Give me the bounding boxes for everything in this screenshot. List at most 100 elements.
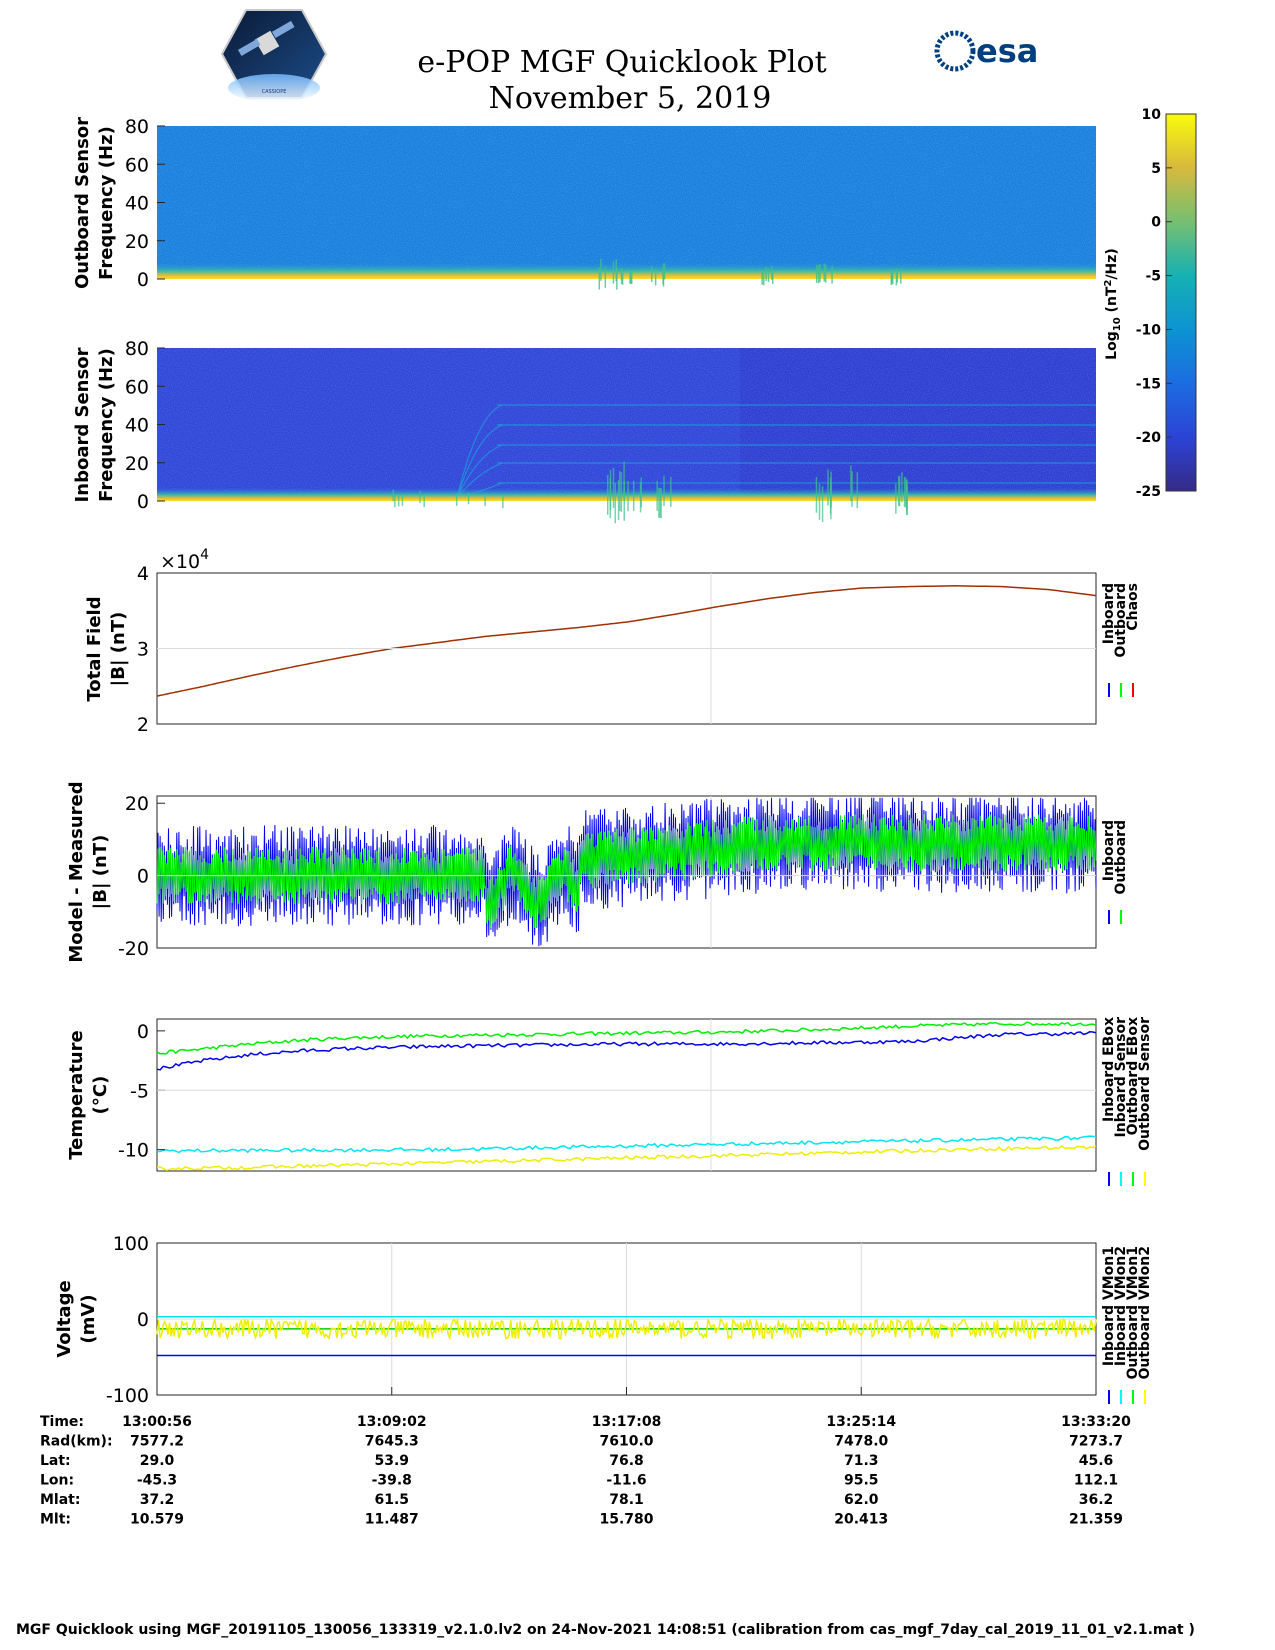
- info-row-label: Mlat:: [40, 1492, 80, 1508]
- series-line: [156, 1145, 1097, 1171]
- total-field-exponent: ×104: [160, 547, 209, 573]
- burst-mark: [606, 474, 609, 515]
- svg-text:CASSIOPE: CASSIOPE: [262, 89, 287, 95]
- burst-mark: [767, 267, 770, 282]
- burst-mark: [615, 259, 617, 282]
- total-field-ylabel-2: |B| (nT): [108, 612, 129, 687]
- y-tick-label: -10: [118, 1140, 149, 1162]
- y-tick-label: 0: [137, 269, 149, 291]
- inboard-harmonic-lines: [456, 404, 1096, 499]
- inboard-ylabel-1: Inboard Sensor: [72, 347, 93, 502]
- inboard-burst-marks: [392, 461, 908, 524]
- burst-mark: [630, 271, 632, 284]
- orbit-info-table: Time: 13:00:56 13:09:02 13:17:08 13:25:14 13:…: [40, 1387, 1131, 1528]
- burst-mark: [761, 270, 763, 285]
- y-tick-label: 0: [137, 866, 149, 888]
- info-cell: 13:09:02: [357, 1414, 427, 1430]
- burst-mark: [819, 264, 821, 283]
- burst-mark: [898, 476, 901, 507]
- y-tick-label: -5: [130, 1080, 149, 1102]
- info-cell: 10.579: [130, 1512, 184, 1528]
- y-tick-label: 80: [125, 338, 149, 360]
- info-cell: 71.3: [844, 1453, 879, 1469]
- burst-mark: [904, 477, 907, 508]
- burst-mark: [821, 486, 824, 523]
- outboard-burst-marks: [598, 258, 902, 290]
- y-tick-label: 3: [137, 639, 149, 661]
- burst-mark: [898, 476, 900, 507]
- y-tick-label: 20: [125, 231, 149, 253]
- burst-mark: [618, 470, 621, 511]
- info-cell: 13:33:20: [1061, 1414, 1131, 1430]
- total-field-ylabel-1: Total Field: [84, 596, 105, 701]
- burst-mark: [903, 476, 906, 507]
- burst-mark: [663, 475, 665, 506]
- burst-mark: [827, 469, 829, 506]
- burst-mark: [815, 476, 818, 513]
- burst-mark: [623, 461, 625, 502]
- legend-label: Inboard VMon2: [1113, 1246, 1129, 1366]
- burst-mark: [630, 272, 633, 285]
- info-cell: 62.0: [844, 1492, 879, 1508]
- burst-mark: [818, 483, 821, 520]
- series-line: [156, 585, 1097, 697]
- burst-mark: [815, 264, 818, 283]
- info-row-label: Time:: [40, 1414, 84, 1430]
- burst-mark: [620, 471, 623, 512]
- burst-mark: [892, 270, 894, 285]
- info-cell: 7577.2: [130, 1434, 184, 1450]
- info-cell: 13:25:14: [826, 1414, 896, 1430]
- y-tick-label: 0: [137, 491, 149, 513]
- burst-mark: [484, 493, 486, 506]
- burst-mark: [401, 493, 404, 506]
- burst-mark: [612, 467, 615, 508]
- colorbar-label: Log10 (nT2/Hz): [1103, 248, 1123, 360]
- series-line: [156, 1031, 1097, 1071]
- legend-label: Chaos: [1125, 583, 1141, 631]
- y-tick-label: 100: [113, 1233, 149, 1255]
- burst-mark: [632, 480, 635, 511]
- info-cell: 36.2: [1079, 1492, 1114, 1508]
- burst-mark: [823, 263, 825, 282]
- info-cell: 95.5: [844, 1473, 879, 1489]
- series-line: [156, 797, 1097, 947]
- legend-label: Outboard EBox: [1125, 1017, 1141, 1135]
- burst-mark: [660, 488, 662, 519]
- series-line: [156, 1135, 1097, 1154]
- outboard-spectrogram-panel: 80 60 40 20 0 Outboard Sensor Frequency (Hz): [72, 116, 1096, 291]
- cassiope-logo: CASSIOPE: [220, 9, 328, 102]
- legend-label: Inboard VMon1: [1101, 1246, 1117, 1366]
- info-cell: 20.413: [834, 1512, 888, 1528]
- info-cell: 7645.3: [365, 1434, 419, 1450]
- info-cell: -45.3: [137, 1473, 177, 1489]
- series-line: [156, 814, 1097, 929]
- burst-mark: [895, 483, 897, 514]
- info-row-label: Lon:: [40, 1473, 74, 1489]
- info-cell: 76.8: [609, 1453, 644, 1469]
- inboard-spectrogram-panel: 80 60 40 20 0 Inboard Sensor Frequency (Hz): [72, 338, 1096, 524]
- info-cell: 11.487: [365, 1512, 419, 1528]
- inboard-ylabel-2: Frequency (Hz): [96, 348, 117, 502]
- burst-mark: [824, 264, 827, 283]
- burst-mark: [502, 496, 504, 509]
- burst-mark: [394, 495, 396, 508]
- burst-mark: [895, 271, 898, 286]
- burst-mark: [659, 488, 661, 519]
- harmonic-curve: [456, 424, 503, 499]
- voltage-panel: 100 0 -100 Voltage (mV) Inboard VMon1Inboa…: [54, 1233, 1153, 1407]
- info-cell: 15.780: [599, 1512, 653, 1528]
- burst-mark: [392, 489, 395, 502]
- legend-label: Outboard Sensor: [1137, 1017, 1153, 1151]
- info-cell: 112.1: [1074, 1473, 1118, 1489]
- burst-mark: [901, 472, 903, 503]
- y-tick-label: 60: [125, 376, 149, 398]
- info-row-label: Lat:: [40, 1453, 71, 1469]
- info-cell: 37.2: [140, 1492, 175, 1508]
- burst-mark: [670, 476, 672, 507]
- legend-label: Inboard EBox: [1101, 1017, 1117, 1122]
- info-cell: -11.6: [606, 1473, 646, 1489]
- y-tick-label: 2: [137, 714, 149, 736]
- temperature-ylabel-2: (°C): [90, 1076, 111, 1115]
- info-cell: 21.359: [1069, 1512, 1123, 1528]
